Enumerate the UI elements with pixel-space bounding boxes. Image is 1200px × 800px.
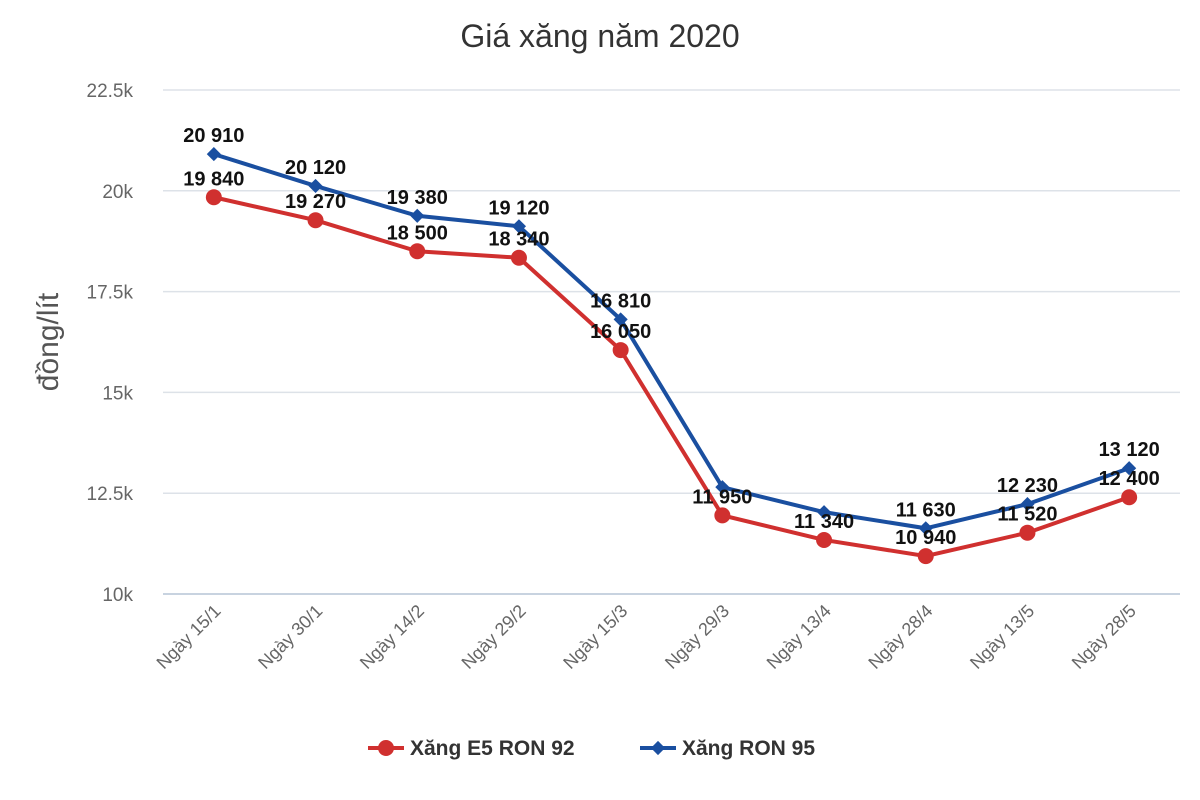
- data-point: [714, 507, 731, 524]
- data-point: [715, 480, 730, 495]
- data-label: 11 950: [692, 486, 752, 508]
- data-label: 13 120: [1099, 439, 1160, 461]
- data-label: 12 230: [997, 475, 1058, 497]
- data-label: 10 940: [895, 527, 956, 549]
- x-tick-label: Ngày 28/4: [864, 601, 936, 673]
- legend-label: Xăng E5 RON 92: [410, 737, 575, 760]
- y-tick-label: 10k: [102, 585, 133, 606]
- data-point: [410, 208, 425, 223]
- data-point: [308, 178, 323, 194]
- x-tick-label: Ngày 14/2: [356, 601, 428, 673]
- data-point: [816, 505, 832, 520]
- legend-marker: [378, 740, 394, 756]
- data-point: [1122, 461, 1137, 476]
- data-label: 18 340: [488, 229, 549, 251]
- data-point: [205, 189, 222, 206]
- data-point: [206, 147, 221, 162]
- x-tick-label: Ngày 13/5: [966, 601, 1038, 673]
- y-tick-label: 17.5k: [87, 283, 134, 304]
- legend-marker: [650, 740, 666, 756]
- data-point: [816, 531, 833, 548]
- data-label: 12 400: [1099, 468, 1160, 490]
- x-tick-label: Ngày 15/3: [559, 601, 631, 673]
- data-point: [510, 249, 527, 266]
- data-label: 19 380: [387, 187, 448, 209]
- y-tick-label: 22.5k: [87, 81, 134, 102]
- data-label: 11 630: [896, 499, 956, 521]
- y-tick-label: 15k: [102, 383, 133, 404]
- data-label: 18 500: [387, 222, 448, 244]
- data-label: 20 120: [285, 157, 346, 179]
- data-label: 19 840: [183, 168, 244, 190]
- x-tick-label: Ngày 15/1: [153, 601, 225, 673]
- data-label: 16 810: [590, 290, 651, 312]
- x-tick-label: Ngày 29/2: [458, 601, 530, 673]
- data-point: [1019, 524, 1036, 541]
- data-label: 11 340: [794, 511, 854, 533]
- data-label: 20 910: [183, 125, 244, 147]
- series-line: [213, 195, 1130, 559]
- data-point: [613, 312, 628, 327]
- x-tick-label: Ngày 28/5: [1068, 601, 1140, 673]
- x-tick-label: Ngày 13/4: [763, 601, 835, 673]
- data-point: [1020, 497, 1035, 512]
- x-tick-label: Ngày 30/1: [254, 601, 326, 673]
- data-label: 16 050: [590, 321, 651, 343]
- x-tick-label: Ngày 29/3: [661, 601, 733, 673]
- legend-label: Xăng RON 95: [682, 737, 815, 760]
- series-line: [213, 152, 1130, 531]
- chart-title: Giá xăng năm 2020: [460, 18, 739, 54]
- data-point: [917, 548, 934, 565]
- data-point: [918, 521, 933, 536]
- data-point: [511, 219, 527, 234]
- data-label: 19 270: [285, 191, 346, 213]
- y-tick-label: 20k: [102, 182, 133, 203]
- data-point: [612, 342, 629, 359]
- data-point: [409, 243, 426, 260]
- data-point: [307, 212, 324, 229]
- data-label: 11 520: [997, 504, 1057, 526]
- data-label: 19 120: [488, 197, 549, 219]
- y-tick-label: 12.5k: [87, 484, 134, 505]
- data-point: [1121, 489, 1138, 506]
- y-axis-label: đồng/lít: [32, 292, 65, 391]
